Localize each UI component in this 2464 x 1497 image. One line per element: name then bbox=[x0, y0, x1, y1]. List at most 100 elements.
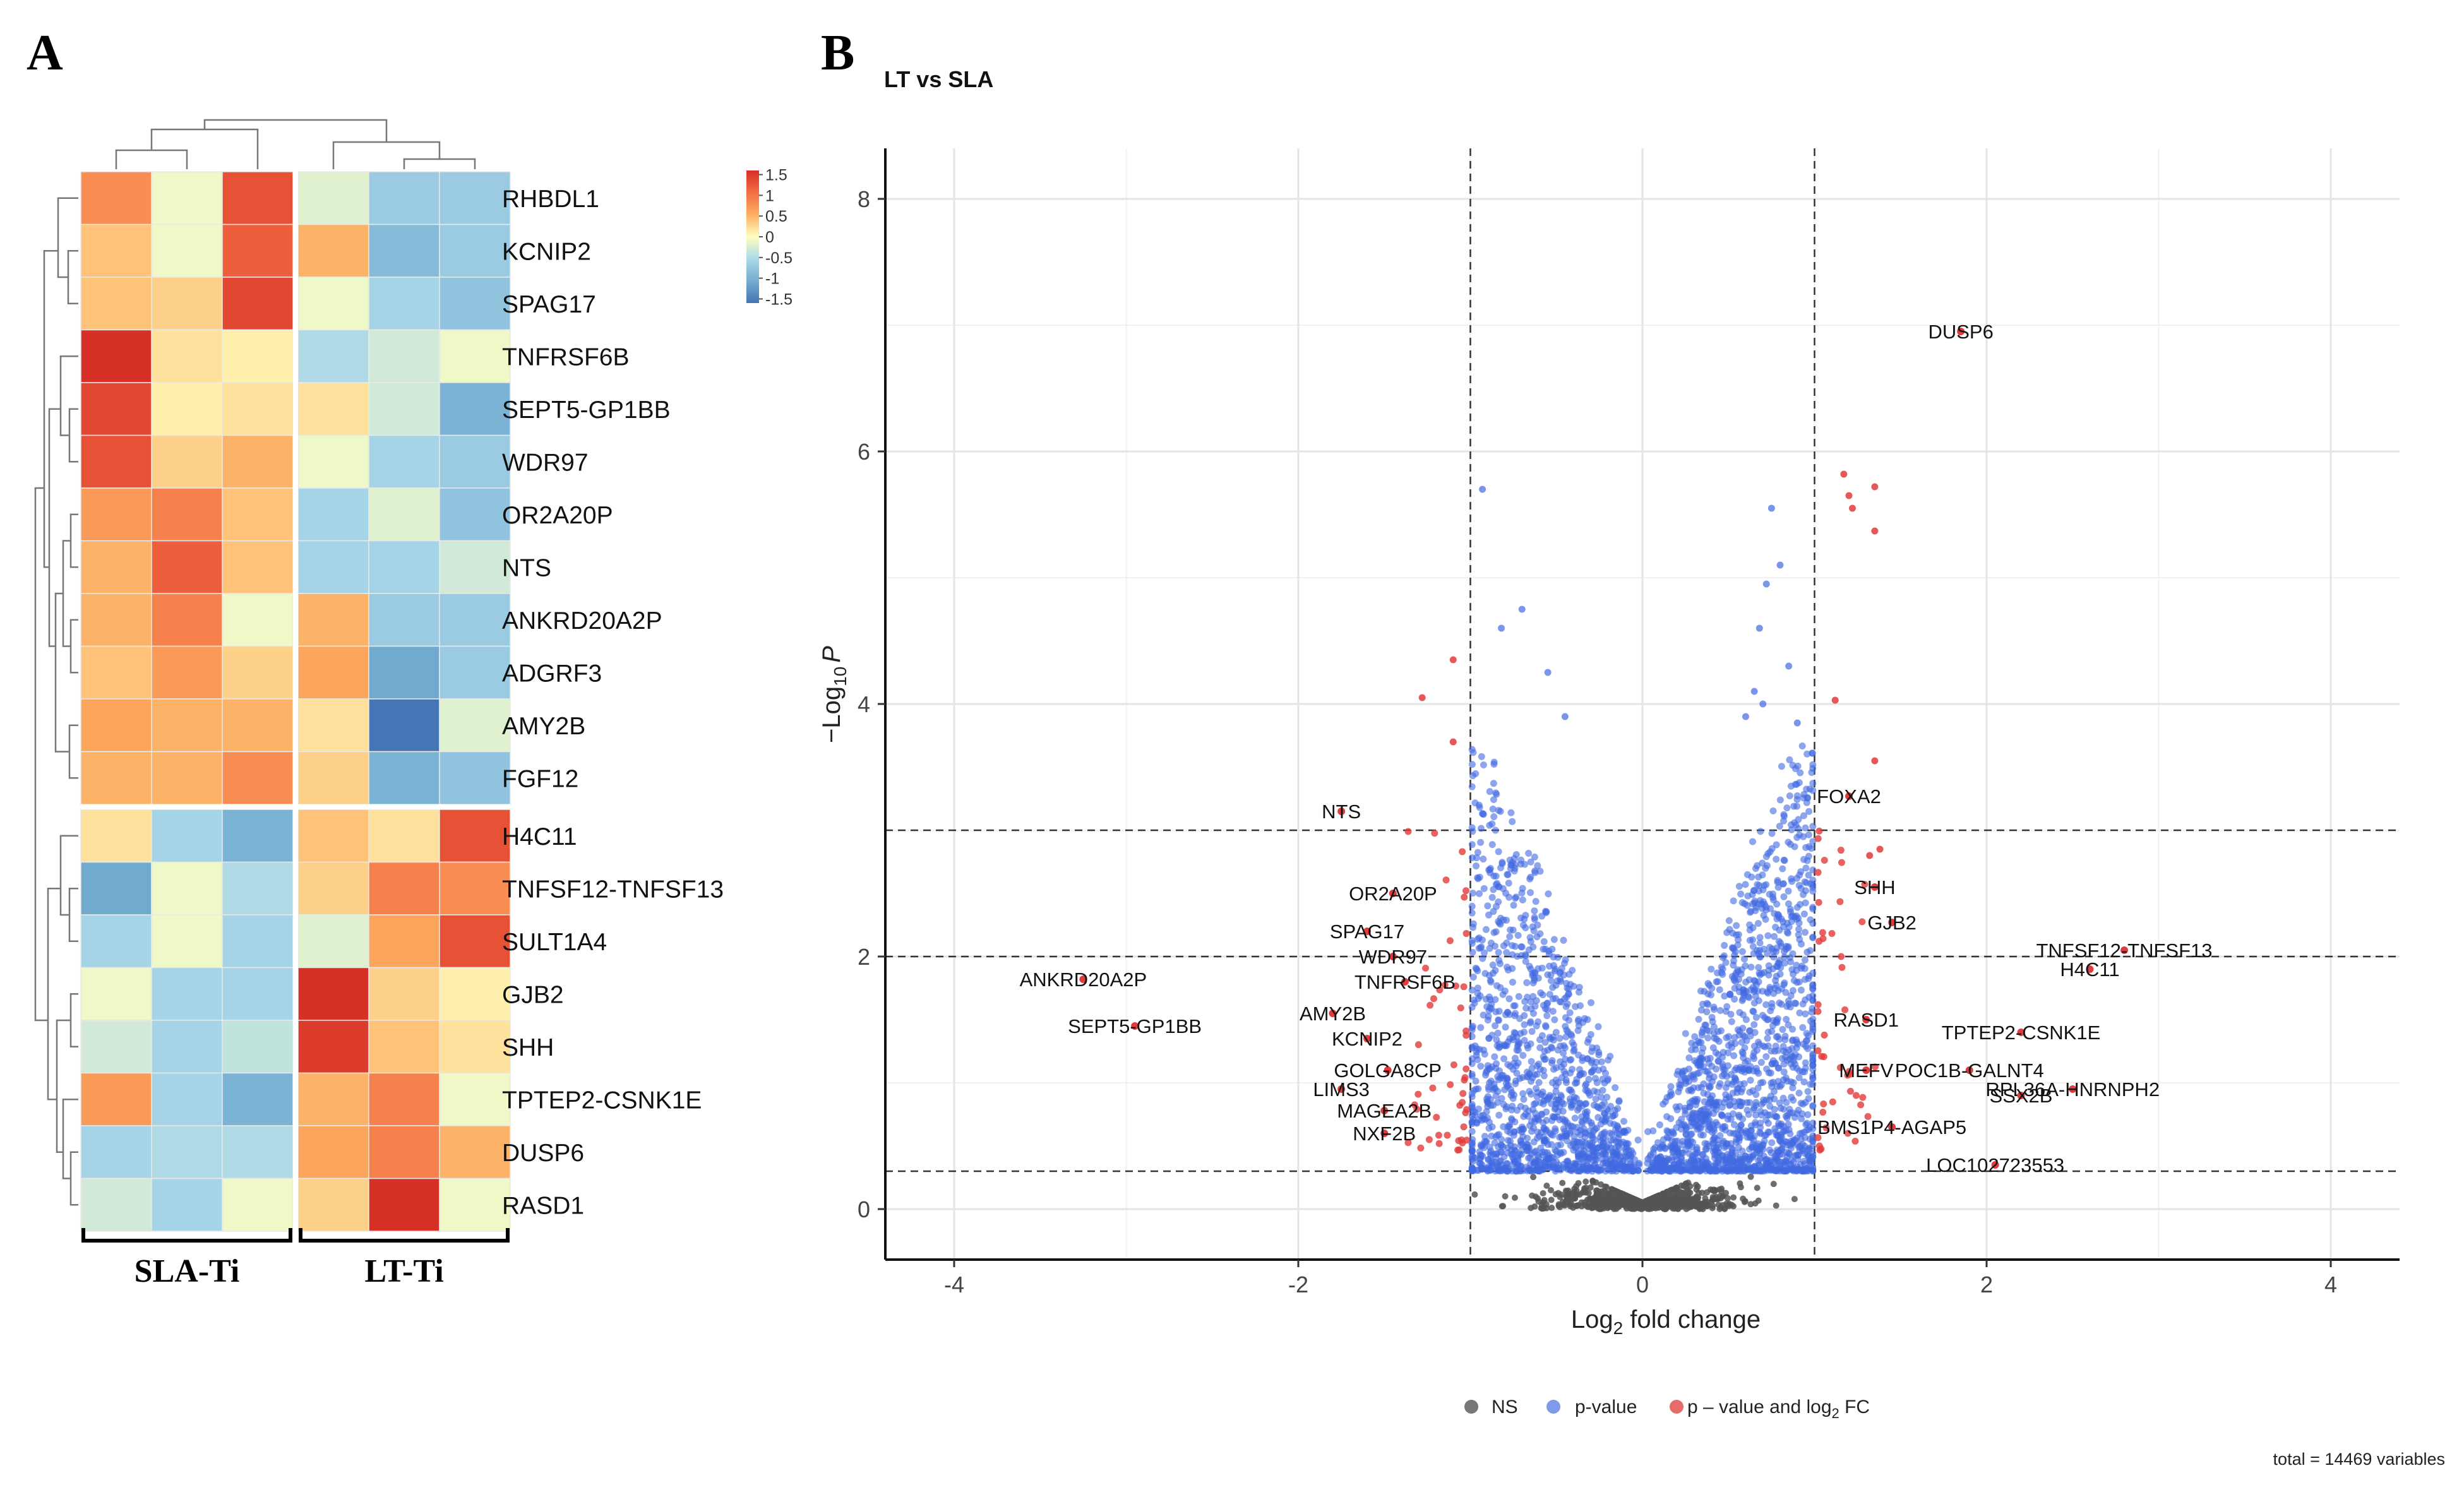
volcano-point-pvalue bbox=[1557, 1092, 1565, 1099]
volcano-point-pvalue bbox=[1772, 924, 1779, 931]
volcano-point-pvalue bbox=[1745, 1111, 1752, 1118]
heatmap-cell bbox=[80, 277, 152, 331]
volcano-point-pvalue bbox=[1495, 949, 1502, 957]
volcano-point-pvalue bbox=[1783, 1016, 1790, 1023]
volcano-point-pvalue bbox=[1721, 941, 1728, 949]
volcano-point-pvalue bbox=[1721, 1143, 1728, 1151]
volcano-point-significant bbox=[1814, 835, 1822, 842]
heatmap-row-label: SHH bbox=[502, 1034, 554, 1061]
volcano-gene-label: SSX2B bbox=[1990, 1085, 2053, 1107]
heatmap-cell bbox=[151, 751, 223, 805]
volcano-point-pvalue bbox=[1678, 1121, 1685, 1128]
heatmap-cell bbox=[297, 277, 369, 331]
volcano-point-pvalue bbox=[1712, 1119, 1719, 1126]
heatmap-row-label: AMY2B bbox=[502, 713, 585, 740]
volcano-point-pvalue bbox=[1769, 893, 1776, 901]
volcano-point-pvalue bbox=[1773, 1033, 1780, 1041]
volcano-point-pvalue bbox=[1735, 1137, 1743, 1145]
volcano-point-pvalue bbox=[1593, 1044, 1601, 1052]
volcano-point-pvalue bbox=[1534, 1018, 1542, 1025]
volcano-point-pvalue bbox=[1735, 883, 1743, 890]
volcano-point-pvalue bbox=[1486, 1004, 1494, 1011]
volcano-point-pvalue bbox=[1783, 1099, 1790, 1106]
volcano-point-pvalue bbox=[1515, 993, 1522, 1000]
volcano-point-pvalue bbox=[1509, 1167, 1516, 1175]
volcano-point-pvalue bbox=[1778, 943, 1785, 950]
volcano-point-pvalue bbox=[1558, 1074, 1566, 1082]
volcano-point-pvalue bbox=[1802, 1059, 1809, 1066]
volcano-point-pvalue bbox=[1603, 1094, 1611, 1101]
volcano-point-pvalue bbox=[1803, 750, 1811, 758]
volcano-point-pvalue bbox=[1789, 1025, 1797, 1033]
volcano-point-pvalue bbox=[1785, 662, 1793, 670]
volcano-point-ns bbox=[1673, 1190, 1680, 1197]
volcano-point-pvalue bbox=[1597, 1137, 1605, 1145]
volcano-point-pvalue bbox=[1468, 824, 1476, 832]
volcano-point-pvalue bbox=[1522, 924, 1529, 931]
volcano-point-pvalue bbox=[1746, 1088, 1754, 1096]
heatmap-cell bbox=[222, 1020, 294, 1074]
volcano-point-pvalue bbox=[1773, 915, 1781, 922]
volcano-point-pvalue bbox=[1535, 1079, 1543, 1087]
volcano-point-pvalue bbox=[1780, 811, 1788, 818]
volcano-point-significant bbox=[1831, 696, 1839, 704]
volcano-point-pvalue bbox=[1731, 1066, 1738, 1074]
volcano-point-pvalue bbox=[1749, 838, 1757, 845]
volcano-point-significant bbox=[1857, 1101, 1865, 1109]
volcano-point-pvalue bbox=[1498, 624, 1505, 632]
heatmap-cell bbox=[151, 487, 223, 542]
heatmap-row-label: DUSP6 bbox=[502, 1140, 584, 1167]
volcano-point-pvalue bbox=[1556, 1035, 1564, 1042]
volcano-point-pvalue bbox=[1567, 981, 1574, 988]
volcano-point-significant bbox=[1815, 898, 1822, 906]
legend-dot-pvalue bbox=[1546, 1400, 1560, 1414]
volcano-point-pvalue bbox=[1729, 929, 1737, 937]
volcano-point-pvalue bbox=[1587, 1031, 1594, 1039]
volcano-point-pvalue bbox=[1739, 995, 1747, 1003]
volcano-point-pvalue bbox=[1757, 828, 1764, 835]
volcano-point-pvalue bbox=[1737, 1102, 1745, 1109]
volcano-point-significant bbox=[1444, 1131, 1451, 1139]
volcano-point-pvalue bbox=[1605, 1056, 1612, 1064]
volcano-point-pvalue bbox=[1745, 994, 1753, 1001]
volcano-point-pvalue bbox=[1485, 911, 1493, 919]
volcano-point-ns bbox=[1687, 1183, 1694, 1190]
volcano-point-pvalue bbox=[1789, 761, 1797, 769]
volcano-point-pvalue bbox=[1723, 929, 1731, 936]
volcano-point-pvalue bbox=[1591, 1075, 1599, 1082]
volcano-point-pvalue bbox=[1495, 919, 1503, 927]
volcano-point-pvalue bbox=[1572, 1080, 1579, 1087]
heatmap-cell bbox=[297, 698, 369, 753]
volcano-point-pvalue bbox=[1786, 1150, 1793, 1158]
volcano-point-significant bbox=[1460, 983, 1468, 991]
volcano-point-pvalue bbox=[1656, 1144, 1664, 1152]
volcano-point-pvalue bbox=[1776, 796, 1784, 804]
heatmap-cell bbox=[297, 1178, 369, 1232]
volcano-gene-label: OR2A20P bbox=[1349, 883, 1437, 905]
volcano-point-significant bbox=[1838, 963, 1846, 971]
volcano-point-pvalue bbox=[1721, 993, 1728, 1000]
volcano-point-pvalue bbox=[1780, 893, 1788, 900]
volcano-point-pvalue bbox=[1593, 1124, 1601, 1132]
volcano-point-pvalue bbox=[1700, 1106, 1707, 1113]
y-axis-title-main: −Log bbox=[818, 686, 846, 743]
volcano-point-pvalue bbox=[1585, 1145, 1593, 1152]
volcano-point-pvalue bbox=[1606, 1130, 1614, 1137]
volcano-point-pvalue bbox=[1469, 974, 1477, 981]
volcano-point-pvalue bbox=[1468, 1059, 1476, 1067]
y-tick-label: 4 bbox=[858, 691, 870, 717]
volcano-point-pvalue bbox=[1795, 1074, 1803, 1082]
heatmap-cell bbox=[80, 224, 152, 278]
volcano-point-ns bbox=[1617, 1196, 1624, 1203]
volcano-point-pvalue bbox=[1809, 866, 1817, 874]
volcano-point-ns bbox=[1675, 1198, 1682, 1205]
volcano-point-ns bbox=[1593, 1179, 1600, 1186]
volcano-point-significant bbox=[1414, 1090, 1422, 1098]
volcano-point-pvalue bbox=[1492, 1065, 1500, 1072]
volcano-point-pvalue bbox=[1699, 1131, 1707, 1139]
volcano-point-pvalue bbox=[1599, 1155, 1606, 1163]
volcano-point-significant bbox=[1462, 887, 1470, 895]
volcano-point-pvalue bbox=[1731, 1075, 1739, 1083]
volcano-point-pvalue bbox=[1528, 1058, 1535, 1065]
heatmap-cells bbox=[80, 171, 511, 1232]
